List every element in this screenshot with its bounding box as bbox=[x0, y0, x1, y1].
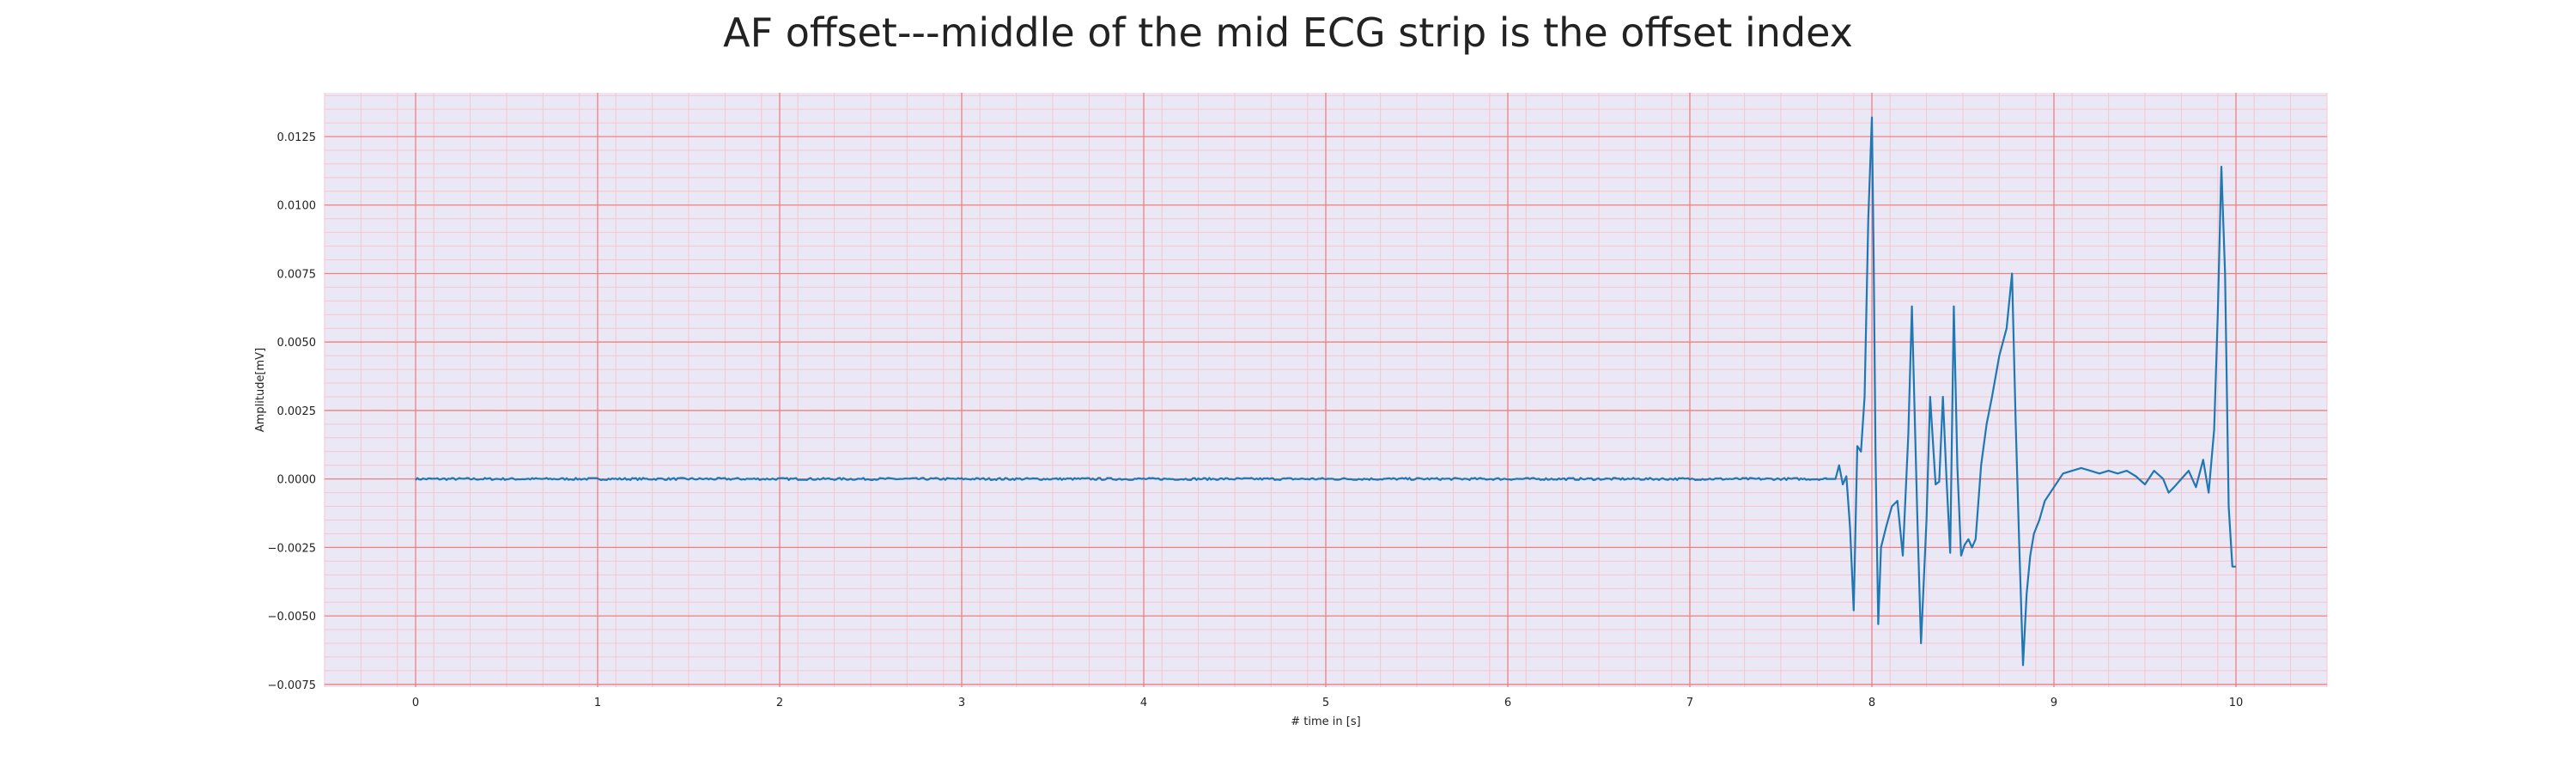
x-axis-label: # time in [s] bbox=[1291, 715, 1360, 728]
x-tick-label: 0 bbox=[412, 697, 419, 709]
chart-title: AF offset---middle of the mid ECG strip … bbox=[723, 9, 1853, 56]
x-tick-label: 4 bbox=[1140, 697, 1147, 709]
y-axis-label: Amplitude[mV] bbox=[254, 348, 267, 432]
y-tick-label: −0.0050 bbox=[268, 611, 316, 624]
y-tick-label: −0.0075 bbox=[268, 679, 316, 692]
y-tick-label: 0.0125 bbox=[277, 131, 317, 144]
x-tick-label: 6 bbox=[1504, 697, 1511, 709]
y-tick-label: 0.0075 bbox=[277, 268, 317, 281]
x-tick-label: 8 bbox=[1868, 697, 1875, 709]
x-tick-label: 9 bbox=[2050, 697, 2057, 709]
x-tick-label: 5 bbox=[1322, 697, 1329, 709]
x-tick-label: 3 bbox=[958, 697, 965, 709]
y-tick-label: 0.0000 bbox=[277, 474, 317, 487]
major-grid bbox=[325, 93, 2327, 687]
y-tick-label: 0.0100 bbox=[277, 200, 317, 213]
y-tick-label: 0.0025 bbox=[277, 405, 317, 418]
x-tick-label: 2 bbox=[776, 697, 783, 709]
x-tick-labels: 0 1 2 3 4 5 6 7 8 9 10 bbox=[412, 697, 2243, 709]
y-tick-label: −0.0025 bbox=[268, 542, 316, 555]
ecg-series-line bbox=[415, 116, 2236, 666]
y-tick-label: 0.0050 bbox=[277, 337, 317, 350]
x-tick-label: 7 bbox=[1686, 697, 1693, 709]
x-tick-label: 1 bbox=[594, 697, 601, 709]
y-tick-labels: −0.0075 −0.0050 −0.0025 0.0000 0.0025 0.0050 0… bbox=[268, 131, 316, 692]
x-tick-label: 10 bbox=[2229, 697, 2244, 709]
